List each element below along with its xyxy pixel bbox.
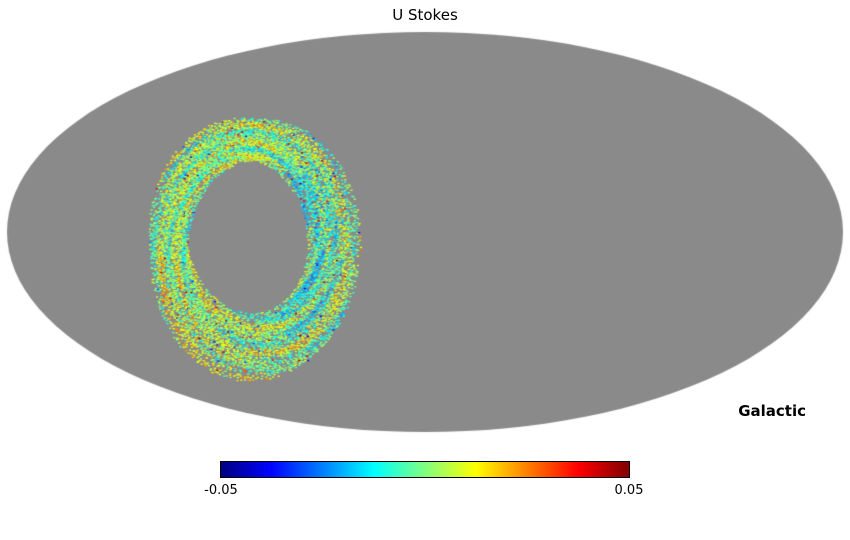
colorbar-max-label: 0.05 [614, 483, 644, 498]
colorbar [220, 461, 630, 478]
coordinate-frame-label: Galactic [738, 402, 806, 420]
plot-title: U Stokes [392, 6, 458, 24]
colorbar-min-label: -0.05 [204, 483, 238, 498]
